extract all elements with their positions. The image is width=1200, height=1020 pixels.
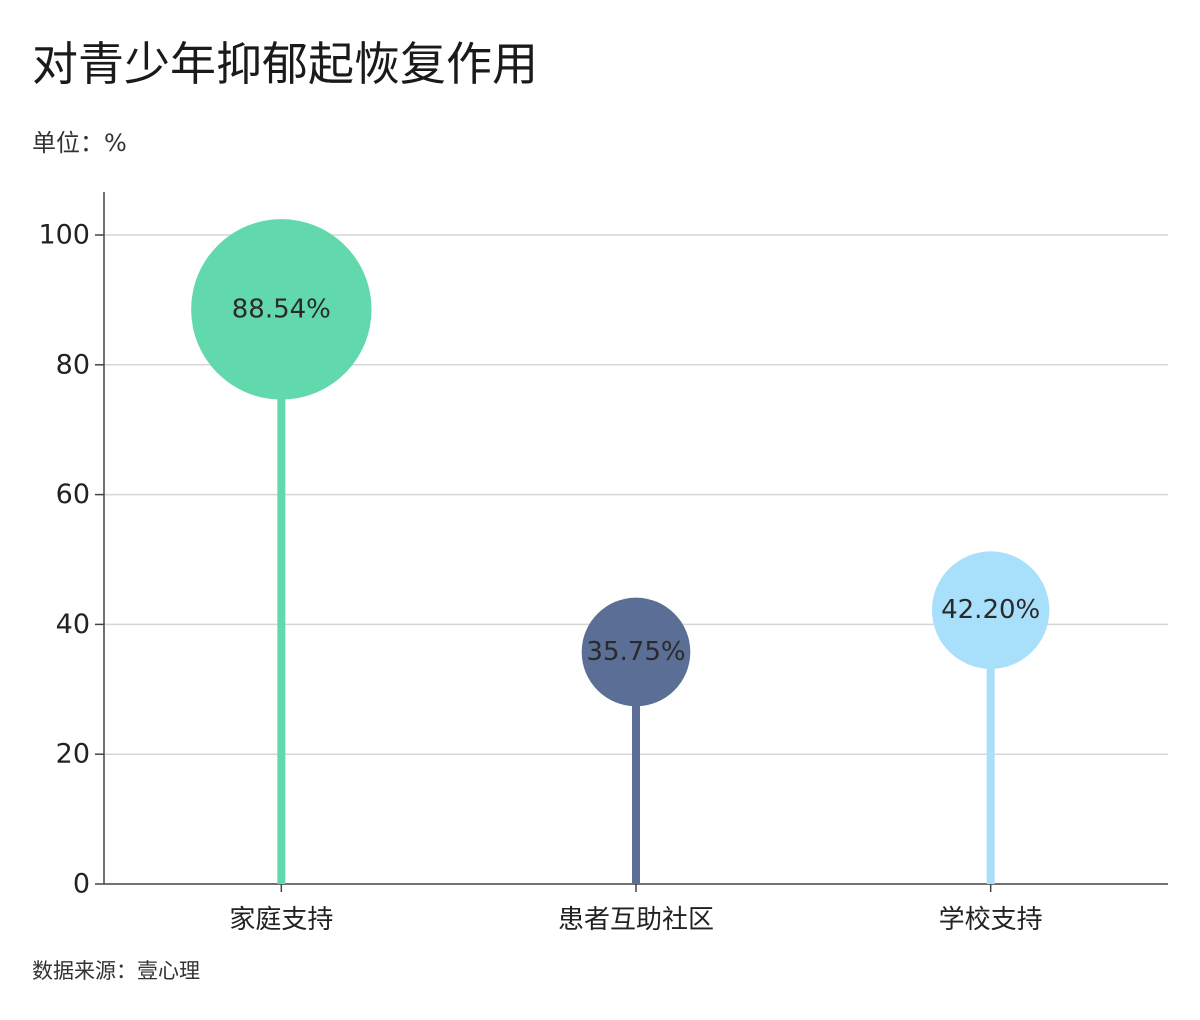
lollipop-head [191, 219, 372, 400]
y-tick-label: 60 [56, 479, 90, 510]
x-category-label: 患者互助社区 [558, 905, 714, 935]
y-tick-label: 80 [56, 349, 90, 380]
y-tick-label: 40 [56, 609, 90, 640]
y-tick-label: 100 [38, 220, 90, 251]
labels: 0 20 40 60 80 100 88.54% 家庭支持 35.75% 患者互助社区 42.20%… [38, 220, 1042, 936]
unit-label: 单位：% [32, 129, 127, 157]
y-tick-label: 20 [56, 739, 90, 770]
data-label: 88.54% [232, 294, 331, 324]
data-label: 42.20% [941, 595, 1040, 625]
data-label: 35.75% [586, 637, 685, 667]
chart-title: 对青少年抑郁起恢复作用 [32, 37, 538, 91]
x-category-label: 家庭支持 [229, 905, 333, 935]
lollipop-head [581, 597, 691, 707]
lollipop-head [931, 551, 1050, 669]
lollipop-marks [191, 219, 1050, 884]
data-source: 数据来源：壹心理 [32, 959, 200, 983]
y-tick-label: 0 [73, 869, 90, 900]
x-category-label: 学校支持 [939, 905, 1043, 935]
